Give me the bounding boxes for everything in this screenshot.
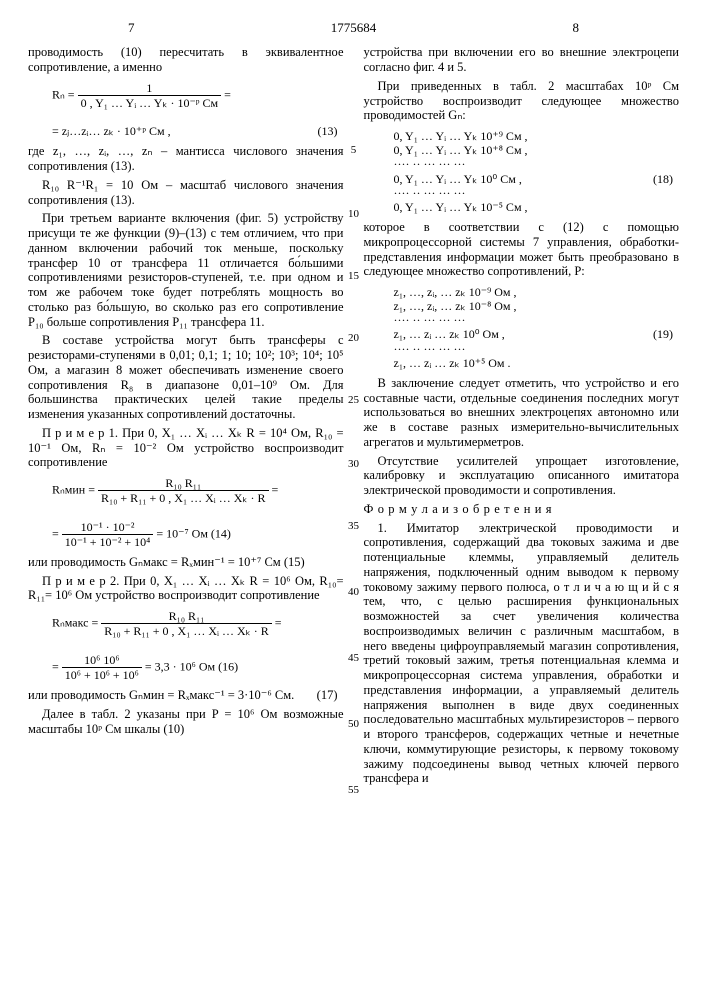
eq-number: (13): [318, 124, 338, 138]
frac-top: R₁₀ R₁₁: [98, 476, 269, 491]
para: которое в соответствии с (12) с помощью …: [364, 220, 680, 279]
para: При третьем варианте включения (фиг. 5) …: [28, 211, 344, 329]
eq-tail: = 10⁻⁷ Ом (14): [156, 526, 231, 540]
line-number: 35: [345, 520, 363, 533]
para: П р и м е р 2. При 0, X₁ … Xᵢ … Xₖ R = 1…: [28, 574, 344, 604]
document-number: 1775684: [331, 20, 377, 35]
formula-13: Rₙ = 1 0 , Y₁ … Yᵢ … Yₖ · 10⁻ᵖ См = = zⱼ…: [52, 81, 344, 139]
para: где z₁, …, zᵢ, …, zₙ – мантисса числовог…: [28, 144, 344, 174]
frac-bot: R₁₀ + R₁₁ + 0 , X₁ … Xᵢ … Xₖ · R: [98, 491, 269, 505]
para: R₁₀ R⁻¹R₁ = 10 Ом – масштаб числового зн…: [28, 178, 344, 208]
para: или проводимость Gₙмин = Rₓмакс⁻¹ = 3·10…: [28, 688, 344, 703]
line-number: 5: [345, 144, 363, 157]
text: 0, Y₁ … Yᵢ … Yₖ 10⁰ См ,: [394, 172, 522, 186]
para: Далее в табл. 2 указаны при P = 10⁶ Ом в…: [28, 707, 344, 737]
line-number: 45: [345, 652, 363, 665]
line-number: 30: [345, 458, 363, 471]
eq-line: 0, Y₁ … Yᵢ … Yₖ 10⁺⁹ См ,: [394, 129, 680, 143]
para: Отсутствие усилителей упрощает изготовле…: [364, 454, 680, 498]
line-number: 15: [345, 270, 363, 283]
formula-18: 0, Y₁ … Yᵢ … Yₖ 10⁺⁹ См , 0, Y₁ … Yᵢ … Y…: [394, 129, 680, 214]
para: устройства при включении его во внешние …: [364, 45, 680, 75]
line-number: 50: [345, 718, 363, 731]
eq-dots: ···· ·· ··· ··· ···: [394, 313, 680, 327]
eq-line: z₁, …, zᵢ, … zₖ 10⁻⁸ Ом ,: [394, 299, 680, 313]
eq-line: 0, Y₁ … Yᵢ … Yₖ 10⁺⁸ См ,: [394, 143, 680, 157]
page-header: 7 1775684 8: [28, 20, 679, 35]
eq-tail: = zⱼ…zᵢ… zₖ · 10⁺ᵖ См ,: [52, 124, 171, 138]
frac-top: R₁₀ R₁₁: [101, 609, 272, 624]
frac-bot: 0 , Y₁ … Yᵢ … Yₖ · 10⁻ᵖ См: [78, 96, 222, 110]
eq-line: 0, Y₁ … Yᵢ … Yₖ 10⁻⁵ См ,: [394, 200, 680, 214]
frac-bot: 10⁶ + 10⁶ + 10⁶: [62, 668, 142, 682]
eq-number: (19): [653, 327, 673, 341]
line-number: 55: [345, 784, 363, 797]
text: z₁, … zᵢ … zₖ 10⁰ Ом ,: [394, 327, 505, 341]
columns: проводимость (10) пересчитать в эквивале…: [28, 45, 679, 790]
formula-of-invention-title: Ф о р м у л а и з о б р е т е н и я: [364, 502, 680, 517]
para: В заключение следует отметить, что устро…: [364, 376, 680, 450]
page-number-left: 7: [128, 20, 135, 35]
eq-dots: ···· ·· ··· ··· ···: [394, 157, 680, 171]
para: или проводимость Gₙмакс = Rₓмин⁻¹ = 10⁺⁷…: [28, 555, 344, 570]
line-number: 25: [345, 394, 363, 407]
column-right: устройства при включении его во внешние …: [364, 45, 680, 790]
para: В составе устройства могут быть трансфер…: [28, 333, 344, 422]
formula-19: z₁, …, zᵢ, … zₖ 10⁻⁹ Ом , z₁, …, zᵢ, … z…: [394, 285, 680, 370]
eq-tail: = 3,3 · 10⁶ Ом (16): [145, 659, 238, 673]
frac-top: 10⁻¹ · 10⁻²: [62, 520, 154, 535]
para: При приведенных в табл. 2 масштабах 10ᵖ …: [364, 79, 680, 123]
frac-top: 10⁶ 10⁶: [62, 653, 142, 668]
eq-number: (17): [317, 688, 338, 703]
eq-line: z₁, … zᵢ … zₖ 10⁺⁵ Ом .: [394, 356, 680, 370]
line-number: 20: [345, 332, 363, 345]
eq-dots: ···· ·· ··· ··· ···: [394, 186, 680, 200]
frac-bot: 10⁻¹ + 10⁻² + 10⁴: [62, 535, 154, 549]
formula-14: Rₙмин = R₁₀ R₁₁ R₁₀ + R₁₁ + 0 , X₁ … Xᵢ …: [52, 476, 344, 549]
eq-line: 0, Y₁ … Yᵢ … Yₖ 10⁰ См , (18): [394, 172, 680, 186]
para: П р и м е р 1. При 0, X₁ … Xᵢ … Xₖ R = 1…: [28, 426, 344, 470]
text: или проводимость Gₙмин = Rₓмакс⁻¹ = 3·10…: [28, 688, 294, 702]
page: 7 1775684 8 проводимость (10) пересчитат…: [0, 0, 707, 1000]
formula-16: Rₙмакс = R₁₀ R₁₁ R₁₀ + R₁₁ + 0 , X₁ … Xᵢ…: [52, 609, 344, 682]
line-number: 40: [345, 586, 363, 599]
page-number-right: 8: [573, 20, 580, 35]
line-number: 10: [345, 208, 363, 221]
frac-bot: R₁₀ + R₁₁ + 0 , X₁ … Xᵢ … Xₖ · R: [101, 624, 272, 638]
eq-line: z₁, …, zᵢ, … zₖ 10⁻⁹ Ом ,: [394, 285, 680, 299]
para: 1. Имитатор электрической проводимости и…: [364, 521, 680, 787]
eq-number: (18): [653, 172, 673, 186]
para: проводимость (10) пересчитать в эквивале…: [28, 45, 344, 75]
frac-top: 1: [78, 81, 222, 96]
eq-line: z₁, … zᵢ … zₖ 10⁰ Ом , (19): [394, 327, 680, 341]
column-left: проводимость (10) пересчитать в эквивале…: [28, 45, 344, 790]
eq-dots: ···· ·· ··· ··· ···: [394, 342, 680, 356]
